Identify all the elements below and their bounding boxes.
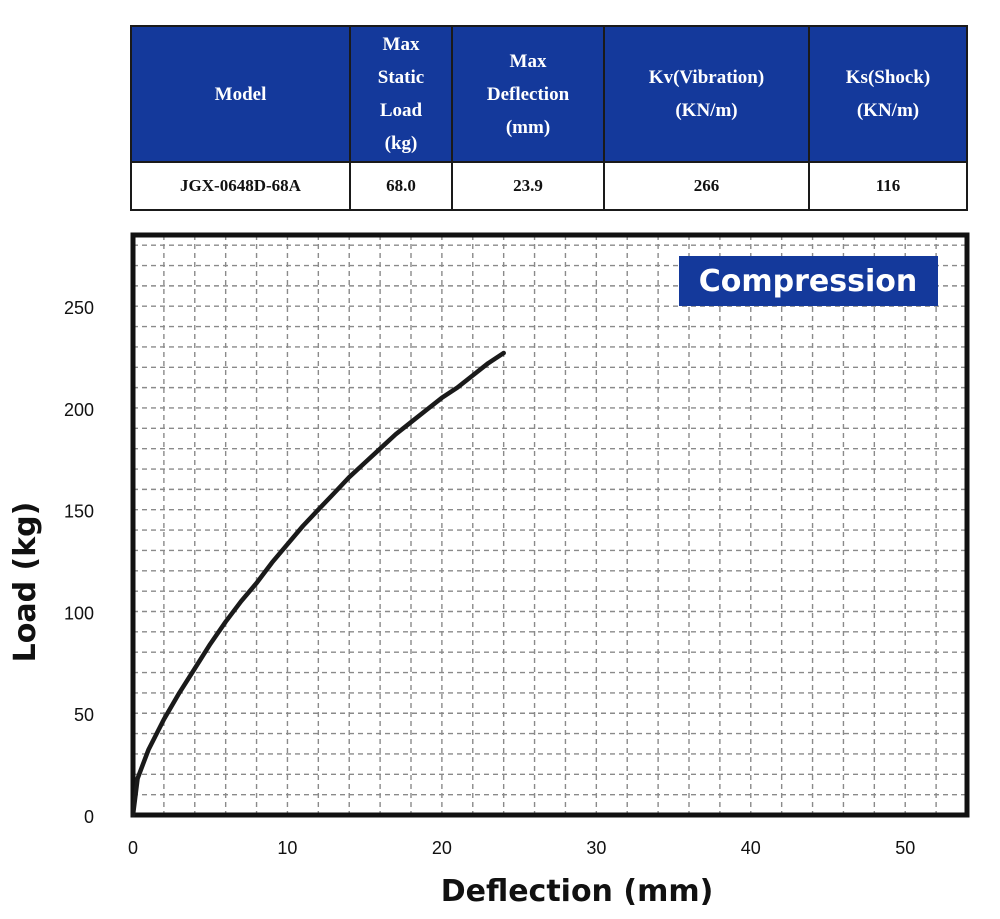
cell-kv-vibration: 266	[603, 161, 810, 211]
y-tick-label: 200	[64, 400, 94, 420]
y-tick-label: 0	[84, 807, 94, 827]
compression-curve	[130, 350, 506, 818]
header-max-static-load: Max Static Load (kg)	[349, 25, 453, 163]
legend-box	[679, 256, 938, 306]
x-tick-labels: 0 10 20 30 40 50	[128, 838, 915, 858]
cell-ks-shock: 116	[808, 161, 968, 211]
header-model: Model	[130, 25, 351, 163]
y-tick-label: 150	[64, 502, 94, 522]
x-tick-label: 10	[277, 838, 297, 858]
spec-header-row: Model Max Static Load (kg) Max Deflectio…	[130, 25, 968, 163]
cell-max-deflection: 23.9	[451, 161, 605, 211]
x-tick-label: 0	[128, 838, 138, 858]
y-tick-label: 250	[64, 298, 94, 318]
cell-max-static-load: 68.0	[349, 161, 453, 211]
spec-data-row: JGX-0648D-68A 68.0 23.9 266 116	[130, 161, 968, 211]
x-axis-title: Deflection (mm)	[441, 874, 714, 909]
legend: Compression	[679, 256, 938, 306]
header-kv-vibration: Kv(Vibration) (KN/m)	[603, 25, 810, 163]
grid-lines	[133, 235, 967, 815]
y-axis-title: Load (kg)	[8, 502, 43, 663]
header-max-deflection: Max Deflection (mm)	[451, 25, 605, 163]
spec-table: Model Max Static Load (kg) Max Deflectio…	[130, 25, 968, 211]
x-tick-label: 30	[586, 838, 606, 858]
plot-frame	[130, 232, 970, 818]
cell-model: JGX-0648D-68A	[130, 161, 351, 211]
legend-label: Compression	[699, 264, 917, 299]
y-tick-label: 50	[74, 705, 94, 725]
x-tick-label: 40	[741, 838, 761, 858]
x-tick-label: 50	[895, 838, 915, 858]
x-tick-label: 20	[432, 838, 452, 858]
y-tick-label: 100	[64, 603, 94, 623]
header-ks-shock: Ks(Shock) (KN/m)	[808, 25, 968, 163]
y-tick-labels: 0 50 100 150 200 250	[64, 298, 94, 827]
